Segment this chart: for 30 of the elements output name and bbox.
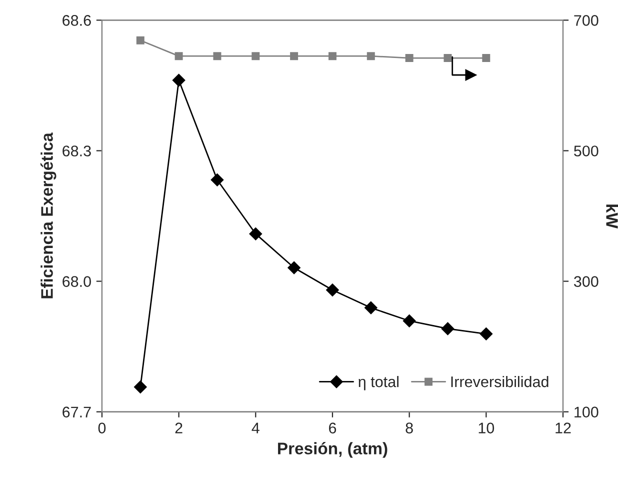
y2-tick-label: 700: [574, 15, 598, 26]
y-tick-label: 68.0: [62, 276, 91, 287]
point: [134, 380, 147, 394]
y2-tick-label: 100: [574, 406, 598, 418]
y2-tick-label: 500: [574, 146, 598, 156]
legend-label: Irreversibilidad: [451, 376, 548, 388]
point: [172, 74, 186, 87]
y-tick-label: 67.7: [62, 406, 91, 418]
point: [364, 301, 378, 314]
point: [480, 328, 493, 340]
x-tick-label: 2: [175, 422, 182, 434]
x-tick-label: 12: [556, 422, 571, 434]
y2-axis-title: kW: [606, 204, 618, 228]
x-tick-label: 6: [329, 422, 336, 434]
point: [210, 173, 224, 186]
x-tick-label: 8: [406, 422, 413, 434]
point: [441, 322, 454, 336]
point: [402, 314, 416, 328]
point: [326, 284, 339, 296]
y2-tick-label: 300: [574, 276, 598, 287]
y-tick-label: 68.3: [62, 146, 91, 156]
point: [288, 261, 300, 274]
legend-label: η total: [358, 376, 398, 390]
point: [249, 227, 262, 240]
x-tick-label: 0: [98, 422, 106, 434]
y-tick-label: 68.6: [62, 15, 91, 26]
y-axis-title: Eficiencia Exergética: [40, 132, 56, 298]
x-axis-title: Presión, (atm): [278, 442, 388, 458]
x-tick-label: 4: [252, 422, 260, 434]
x-tick-label: 10: [478, 422, 494, 434]
